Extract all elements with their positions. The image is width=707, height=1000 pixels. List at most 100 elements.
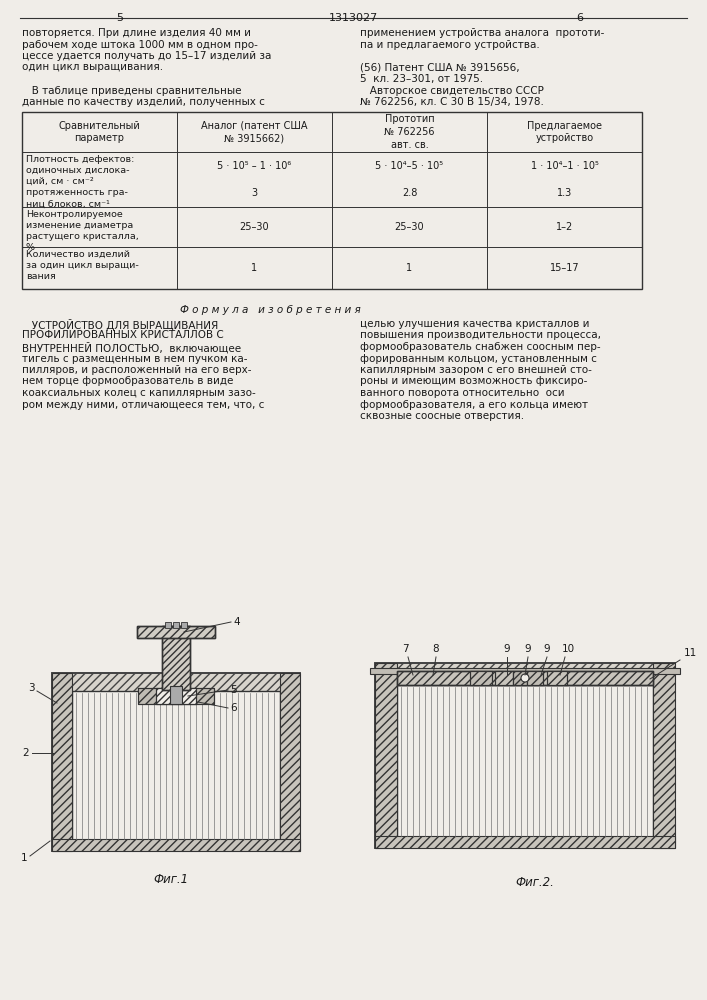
Text: 5  кл. 23–301, от 1975.: 5 кл. 23–301, от 1975. bbox=[360, 74, 483, 84]
Text: Неконтролируемое
изменение диаметра
растущего кристалла,
%: Неконтролируемое изменение диаметра раст… bbox=[26, 210, 139, 252]
Text: применением устройства аналога  прототи-: применением устройства аналога прототи- bbox=[360, 28, 604, 38]
Text: 10: 10 bbox=[561, 644, 575, 654]
Text: пилляров, и расположенный на его верх-: пилляров, и расположенный на его верх- bbox=[22, 365, 252, 375]
Text: роны и имеющим возможность фиксиро-: роны и имеющим возможность фиксиро- bbox=[360, 376, 588, 386]
Text: нем торце формообразователь в виде: нем торце формообразователь в виде bbox=[22, 376, 233, 386]
Bar bbox=[375, 663, 397, 848]
Text: 25–30: 25–30 bbox=[240, 222, 269, 232]
Bar bbox=[370, 668, 680, 674]
Text: 6: 6 bbox=[230, 703, 237, 713]
Text: № 762256, кл. С 30 В 15/34, 1978.: № 762256, кл. С 30 В 15/34, 1978. bbox=[360, 97, 544, 107]
Bar bbox=[547, 671, 567, 685]
Text: 7: 7 bbox=[402, 644, 409, 654]
Text: повышения производительности процесса,: повышения производительности процесса, bbox=[360, 330, 601, 340]
Text: Фиг.2.: Фиг.2. bbox=[515, 876, 554, 889]
Bar bbox=[397, 685, 653, 838]
Bar bbox=[22, 112, 642, 289]
Bar bbox=[527, 671, 543, 685]
Text: 1: 1 bbox=[21, 853, 27, 863]
Bar bbox=[470, 671, 492, 685]
Text: Количество изделий
за один цикл выращи-
вания: Количество изделий за один цикл выращи- … bbox=[26, 250, 139, 281]
Text: сквозные соосные отверстия.: сквозные соосные отверстия. bbox=[360, 411, 524, 421]
Text: Прототип
№ 762256
авт. св.: Прототип № 762256 авт. св. bbox=[384, 114, 435, 150]
Text: Сравнительный
параметр: Сравнительный параметр bbox=[59, 121, 141, 143]
Text: Предлагаемое
устройство: Предлагаемое устройство bbox=[527, 121, 602, 143]
Bar bbox=[527, 671, 543, 685]
Text: 2: 2 bbox=[23, 748, 29, 758]
Text: ВНУТРЕННЕЙ ПОЛОСТЬЮ,  включающее: ВНУТРЕННЕЙ ПОЛОСТЬЮ, включающее bbox=[22, 342, 241, 353]
Text: тигель с размещенным в нем пучком ка-: тигель с размещенным в нем пучком ка- bbox=[22, 354, 247, 363]
Bar bbox=[156, 688, 196, 704]
Text: 5: 5 bbox=[117, 13, 124, 23]
Bar bbox=[547, 671, 567, 685]
Bar bbox=[138, 688, 214, 704]
Text: 15–17: 15–17 bbox=[549, 263, 579, 273]
Text: ПРОФИЛИРОВАННЫХ КРИСТАЛЛОВ С: ПРОФИЛИРОВАННЫХ КРИСТАЛЛОВ С bbox=[22, 330, 223, 340]
Text: один цикл выращивания.: один цикл выращивания. bbox=[22, 62, 163, 73]
Bar bbox=[513, 671, 527, 685]
Bar bbox=[72, 691, 280, 841]
Circle shape bbox=[521, 674, 529, 682]
Bar bbox=[495, 671, 513, 685]
Text: 4: 4 bbox=[233, 617, 240, 627]
Bar bbox=[52, 673, 300, 851]
Text: 1–2: 1–2 bbox=[556, 222, 573, 232]
Text: 1313027: 1313027 bbox=[328, 13, 378, 23]
Bar bbox=[52, 673, 300, 851]
Bar bbox=[165, 622, 171, 628]
Text: коаксиальных колец с капиллярным зазо-: коаксиальных колец с капиллярным зазо- bbox=[22, 388, 256, 398]
Bar bbox=[375, 836, 675, 848]
Text: 6: 6 bbox=[576, 13, 583, 23]
Bar bbox=[173, 622, 179, 628]
Bar bbox=[397, 671, 653, 685]
Text: Ф о р м у л а   и з о б р е т е н и я: Ф о р м у л а и з о б р е т е н и я bbox=[180, 305, 361, 315]
Text: 11: 11 bbox=[684, 648, 697, 658]
Text: 5: 5 bbox=[230, 685, 237, 695]
Text: (56) Патент США № 3915656,: (56) Патент США № 3915656, bbox=[360, 62, 520, 73]
Bar bbox=[375, 663, 675, 848]
Bar bbox=[397, 671, 653, 685]
Bar bbox=[513, 671, 527, 685]
Text: Авторское свидетельство СССР: Авторское свидетельство СССР bbox=[360, 86, 544, 96]
Text: 25–30: 25–30 bbox=[395, 222, 424, 232]
Bar bbox=[137, 626, 215, 638]
Bar bbox=[375, 663, 675, 848]
Text: В таблице приведены сравнительные: В таблице приведены сравнительные bbox=[22, 86, 242, 96]
Bar bbox=[137, 626, 215, 638]
Text: 3: 3 bbox=[28, 683, 35, 693]
Text: па и предлагаемого устройства.: па и предлагаемого устройства. bbox=[360, 39, 539, 49]
Bar bbox=[170, 686, 182, 704]
Text: 9: 9 bbox=[503, 644, 510, 654]
Text: рабочем ходе штока 1000 мм в одном про-: рабочем ходе штока 1000 мм в одном про- bbox=[22, 39, 258, 49]
Text: 1 · 10⁴–1 · 10⁵

1.3: 1 · 10⁴–1 · 10⁵ 1.3 bbox=[530, 161, 598, 198]
Bar bbox=[52, 839, 300, 851]
Bar bbox=[52, 673, 72, 851]
Bar bbox=[653, 663, 675, 848]
Text: УСТРОЙСТВО ДЛЯ ВЫРАЩИВАНИЯ: УСТРОЙСТВО ДЛЯ ВЫРАЩИВАНИЯ bbox=[22, 319, 218, 331]
Text: 1: 1 bbox=[252, 263, 257, 273]
Text: 5 · 10⁴–5 · 10⁵

2.8: 5 · 10⁴–5 · 10⁵ 2.8 bbox=[375, 161, 443, 198]
Text: капиллярным зазором с его внешней сто-: капиллярным зазором с его внешней сто- bbox=[360, 365, 592, 375]
Text: Фиг.1: Фиг.1 bbox=[153, 873, 189, 886]
Text: целью улучшения качества кристаллов и: целью улучшения качества кристаллов и bbox=[360, 319, 590, 329]
Text: повторяется. При длине изделия 40 мм и: повторяется. При длине изделия 40 мм и bbox=[22, 28, 251, 38]
Bar bbox=[495, 671, 513, 685]
Text: ванного поворота относительно  оси: ванного поворота относительно оси bbox=[360, 388, 565, 398]
Text: формообразователь снабжен соосным пер-: формообразователь снабжен соосным пер- bbox=[360, 342, 601, 352]
Text: данные по качеству изделий, полученных с: данные по качеству изделий, полученных с bbox=[22, 97, 265, 107]
Bar bbox=[181, 622, 187, 628]
Text: 1: 1 bbox=[407, 263, 413, 273]
Text: Плотность дефектов:
одиночных дислока-
ций, см · см⁻²
протяженность гра-
ниц бло: Плотность дефектов: одиночных дислока- ц… bbox=[26, 155, 134, 208]
Text: 8: 8 bbox=[433, 644, 439, 654]
Bar bbox=[162, 626, 190, 690]
Text: ром между ними, отличающееся тем, что, с: ром между ними, отличающееся тем, что, с bbox=[22, 399, 264, 410]
Bar bbox=[280, 673, 300, 851]
Text: Аналог (патент США
№ 3915662): Аналог (патент США № 3915662) bbox=[201, 121, 308, 143]
Bar bbox=[138, 688, 214, 704]
Text: 9: 9 bbox=[525, 644, 532, 654]
Text: 5 · 10⁵ – 1 · 10⁶

3: 5 · 10⁵ – 1 · 10⁶ 3 bbox=[217, 161, 291, 198]
Text: 9: 9 bbox=[544, 644, 550, 654]
Bar bbox=[162, 626, 190, 690]
Text: форированным кольцом, установленным с: форированным кольцом, установленным с bbox=[360, 354, 597, 363]
Text: цессе удается получать до 15–17 изделий за: цессе удается получать до 15–17 изделий … bbox=[22, 51, 271, 61]
